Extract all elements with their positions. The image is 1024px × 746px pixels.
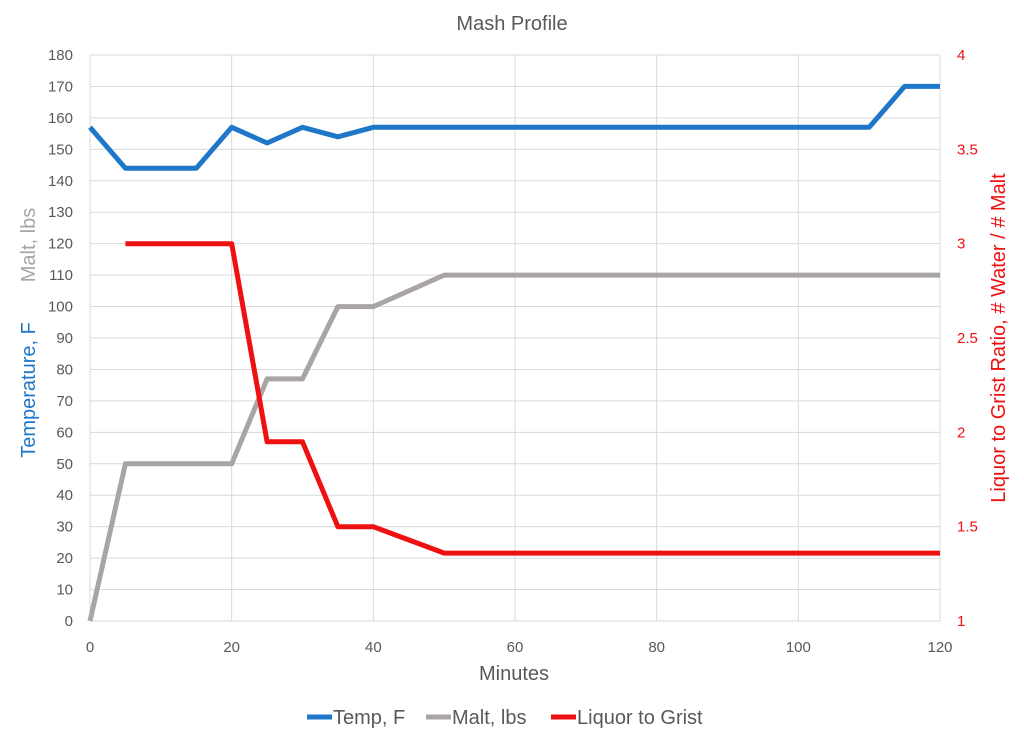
y-left-tick-label: 120	[48, 236, 73, 253]
legend: Temp, F Malt, lbs Liquor to Grist	[307, 707, 703, 729]
x-tick-label: 80	[648, 639, 665, 656]
y-left-tick-label: 80	[56, 361, 73, 378]
y-left-tick-label: 170	[48, 78, 73, 95]
y-left-tick-label: 20	[56, 550, 73, 567]
y-left-tick-label: 130	[48, 204, 73, 221]
y-left-tick-labels: 0 10 20 30 40 50 60 70 80 90 100 110 120 130 140 150 160…	[48, 47, 73, 630]
y-right-tick-labels: 1 1.5 2 2.5 3 3.5 4	[957, 47, 978, 630]
series-lines	[87, 83, 940, 622]
x-tick-label: 120	[927, 639, 952, 656]
y-left-tick-label: 90	[56, 330, 73, 347]
y-axis-title-temperature: Temperature, F	[18, 322, 40, 458]
x-tick-label: 40	[365, 639, 382, 656]
series-line-liquor-to-grist	[125, 241, 940, 556]
y-right-tick-label: 4	[957, 47, 965, 64]
y-left-tick-label: 0	[65, 613, 73, 630]
y-left-tick-label: 30	[56, 519, 73, 536]
y-right-tick-label: 3.5	[957, 141, 978, 158]
y-left-tick-label: 110	[49, 267, 73, 284]
x-tick-label: 100	[786, 639, 811, 656]
chart-title: Mash Profile	[456, 13, 567, 35]
y-axis-title-malt: Malt, lbs	[18, 208, 40, 282]
y-left-tick-label: 100	[48, 299, 73, 316]
legend-label-malt-lbs: Malt, lbs	[452, 707, 526, 729]
y-left-tick-label: 40	[56, 487, 73, 504]
series-line-temp-f	[88, 83, 940, 171]
x-tick-label: 20	[223, 639, 240, 656]
y-left-tick-label: 180	[48, 47, 73, 64]
x-tick-label: 0	[86, 639, 94, 656]
x-tick-labels: 0 20 40 60 80 100 120	[86, 639, 953, 656]
legend-label-liquor-to-grist: Liquor to Grist	[577, 707, 703, 729]
y-right-tick-label: 1	[957, 613, 965, 630]
y-axis-title-liquor-to-grist: Liquor to Grist Ratio, # Water / # Malt	[988, 173, 1010, 503]
series-line-malt-lbs	[87, 272, 940, 622]
y-left-tick-label: 140	[48, 173, 73, 190]
y-right-tick-label: 2.5	[957, 330, 978, 347]
y-right-tick-label: 3	[957, 236, 965, 253]
x-tick-label: 60	[507, 639, 524, 656]
y-left-tick-label: 70	[56, 393, 73, 410]
y-right-tick-label: 1.5	[957, 519, 978, 536]
y-left-tick-label: 60	[56, 424, 73, 441]
y-right-tick-label: 2	[957, 424, 965, 441]
y-left-tick-label: 10	[56, 582, 73, 599]
y-left-tick-label: 150	[48, 141, 73, 158]
x-axis-title: Minutes	[479, 663, 549, 685]
legend-label-temp-f: Temp, F	[333, 707, 405, 729]
y-left-tick-label: 160	[48, 110, 73, 127]
y-left-tick-label: 50	[56, 456, 73, 473]
